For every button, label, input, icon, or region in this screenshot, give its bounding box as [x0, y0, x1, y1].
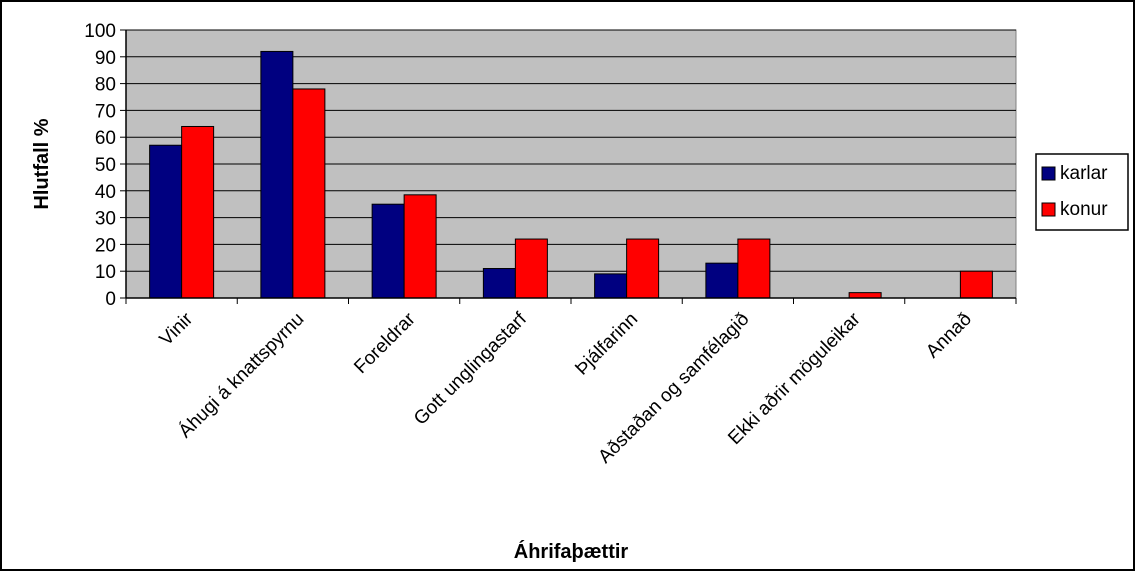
bar-konur — [959, 270, 993, 299]
bar-karlar — [482, 268, 516, 299]
bar-konur — [181, 125, 215, 299]
y-tick-label: 100 — [84, 21, 116, 42]
y-axis: 0 10 20 30 40 50 60 70 80 90 100 — [84, 21, 127, 310]
bar-konur — [848, 292, 882, 299]
y-tick-label: 90 — [95, 48, 116, 69]
bar-konur — [514, 238, 548, 299]
y-tick-label: 80 — [95, 75, 116, 96]
y-tick-label: 60 — [95, 128, 116, 149]
y-axis-title: Hlutfall % — [31, 118, 53, 209]
bar-karlar — [705, 262, 739, 299]
y-tick-label: 10 — [95, 262, 116, 283]
bar-konur — [292, 88, 326, 299]
bar-karlar — [371, 203, 405, 299]
bar-karlar — [149, 144, 183, 299]
legend-swatch-karlar — [1041, 166, 1056, 181]
y-tick-label: 70 — [95, 101, 116, 122]
bar-karlar — [260, 50, 294, 299]
legend-swatch-konur — [1041, 202, 1056, 217]
x-axis-title: Áhrifaþættir — [514, 540, 629, 563]
bar-konur — [626, 238, 660, 299]
bar-konur — [403, 194, 437, 299]
bar-karlar — [594, 273, 628, 299]
y-tick-label: 20 — [95, 235, 116, 256]
y-tick-label: 50 — [95, 155, 116, 176]
y-tick-label: 30 — [95, 209, 116, 230]
legend: karlar konur — [1035, 153, 1129, 231]
y-tick-label: 40 — [95, 182, 116, 203]
legend-label-karlar: karlar — [1060, 163, 1108, 184]
y-tick-label: 0 — [105, 289, 116, 310]
legend-label-konur: konur — [1060, 199, 1108, 220]
bar-konur — [737, 238, 771, 299]
